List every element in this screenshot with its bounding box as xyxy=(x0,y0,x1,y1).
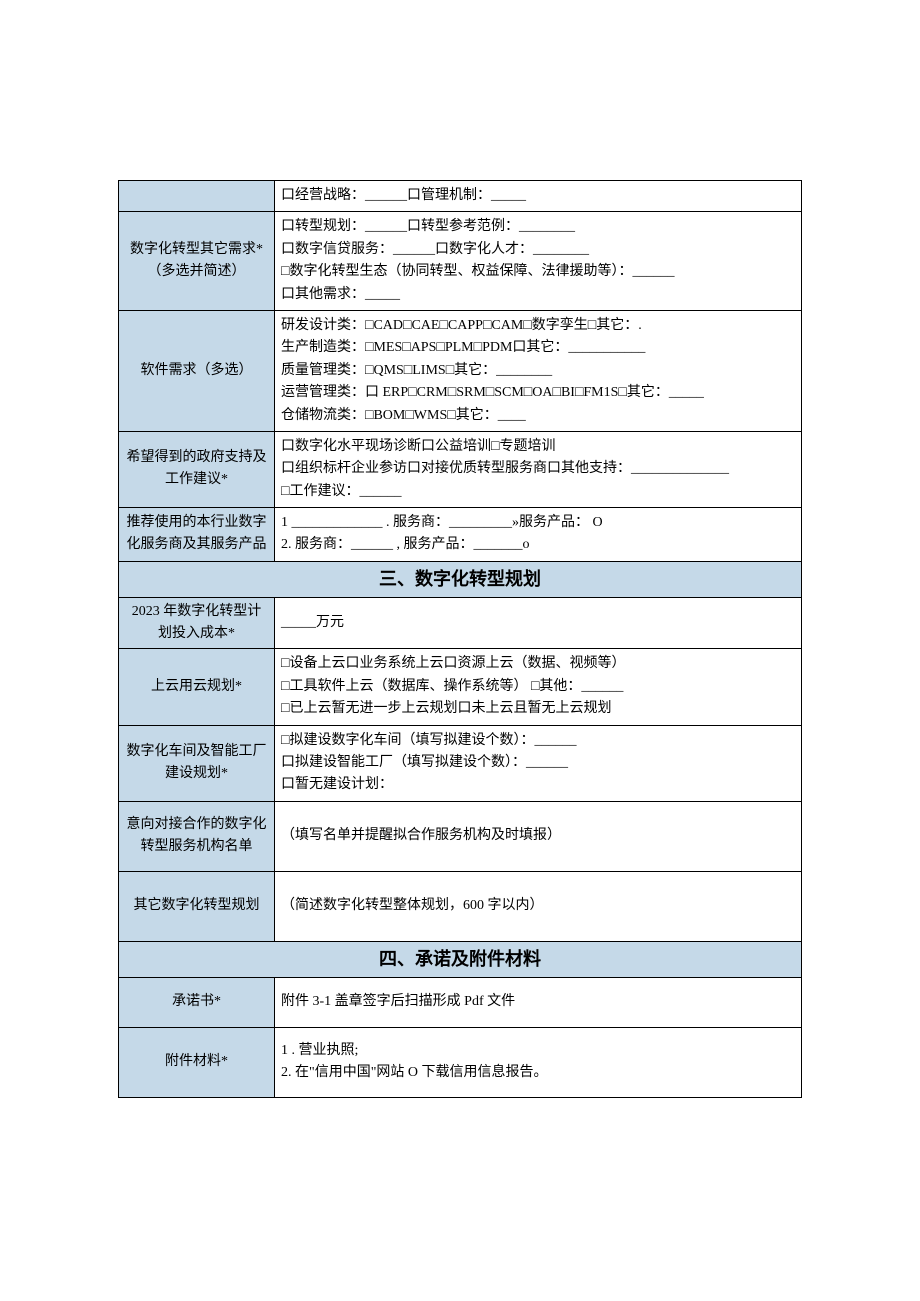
row-content-cloud-plan: □设备上云口业务系统上云口资源上云（数据、视频等） □工具软件上云（数据库、操作… xyxy=(275,649,802,725)
row-content-recommended-vendors: 1 _____________ . 服务商：_________»服务产品： O … xyxy=(275,508,802,562)
row-content-attachments: 1 . 营业执照; 2. 在"信用中国"网站 O 下载信用信息报告。 xyxy=(275,1027,802,1097)
row-label-other-plan: 其它数字化转型规划 xyxy=(119,871,275,941)
table-row: 推荐使用的本行业数字化服务商及其服务产品 1 _____________ . 服… xyxy=(119,508,802,562)
line: 口拟建设智能工厂（填写拟建设个数）：______ xyxy=(281,752,795,774)
table-row: 其它数字化转型规划 （简述数字化转型整体规划，600 字以内） xyxy=(119,871,802,941)
line: □工具软件上云（数据库、操作系统等） □其他：______ xyxy=(281,676,795,698)
row-content-gov-support: 口数字化水平现场诊断口公益培训□专题培训 口组织标杆企业参访口对接优质转型服务商… xyxy=(275,431,802,507)
line: 1 . 营业执照; xyxy=(281,1040,795,1062)
table-row: 上云用云规划* □设备上云口业务系统上云口资源上云（数据、视频等） □工具软件上… xyxy=(119,649,802,725)
row-label-attachments: 附件材料* xyxy=(119,1027,275,1097)
table-row: 附件材料* 1 . 营业执照; 2. 在"信用中国"网站 O 下载信用信息报告。 xyxy=(119,1027,802,1097)
line: 仓储物流类：□BOM□WMS□其它：____ xyxy=(281,405,795,427)
line: 口数字信贷服务：______口数字化人才：________ xyxy=(281,239,795,261)
row-label-gov-support: 希望得到的政府支持及工作建议* xyxy=(119,431,275,507)
section4-header: 四、承诺及附件材料 xyxy=(119,941,802,977)
table-row: 希望得到的政府支持及工作建议* 口数字化水平现场诊断口公益培训□专题培训 口组织… xyxy=(119,431,802,507)
row-label-2023-cost: 2023 年数字化转型计划投入成本* xyxy=(119,597,275,649)
line: 口组织标杆企业参访口对接优质转型服务商口其他支持：______________ xyxy=(281,458,795,480)
line: □拟建设数字化车间（填写拟建设个数）：______ xyxy=(281,730,795,752)
table-row: 意向对接合作的数字化转型服务机构名单 （填写名单并提醒拟合作服务机构及时填报） xyxy=(119,801,802,871)
line: □工作建议：______ xyxy=(281,481,795,503)
row-label-cloud-plan: 上云用云规划* xyxy=(119,649,275,725)
row-content-transform-needs: 口转型规划：______口转型参考范例：________ 口数字信贷服务：___… xyxy=(275,212,802,311)
row-label-transform-needs: 数字化转型其它需求*（多选并简述） xyxy=(119,212,275,311)
line: 生产制造类：□MES□APS□PLM□PDM口其它：___________ xyxy=(281,337,795,359)
line: 口数字化水平现场诊断口公益培训□专题培训 xyxy=(281,436,795,458)
line: 口暂无建设计划： xyxy=(281,774,795,796)
row-content-workshop-plan: □拟建设数字化车间（填写拟建设个数）：______ 口拟建设智能工厂（填写拟建设… xyxy=(275,725,802,801)
line: 2. 服务商：______ , 服务产品：_______o xyxy=(281,534,795,556)
row-content-strategy: 口经营战略：______口管理机制：_____ xyxy=(275,181,802,212)
line: 研发设计类：□CAD□CAE□CAPP□CAM□数字孪生□其它：. xyxy=(281,315,795,337)
line: □设备上云口业务系统上云口资源上云（数据、视频等） xyxy=(281,653,795,675)
line: 口转型规划：______口转型参考范例：________ xyxy=(281,216,795,238)
row-label-commitment: 承诺书* xyxy=(119,977,275,1027)
line: 口其他需求：_____ xyxy=(281,284,795,306)
line: 质量管理类：□QMS□LIMS□其它：________ xyxy=(281,360,795,382)
table-row: 2023 年数字化转型计划投入成本* _____万元 xyxy=(119,597,802,649)
table-row: 数字化转型其它需求*（多选并简述） 口转型规划：______口转型参考范例：__… xyxy=(119,212,802,311)
row-label-intended-partners: 意向对接合作的数字化转型服务机构名单 xyxy=(119,801,275,871)
form-table: 口经营战略：______口管理机制：_____ 数字化转型其它需求*（多选并简述… xyxy=(118,180,802,1098)
section-header-row: 三、数字化转型规划 xyxy=(119,561,802,597)
section3-header: 三、数字化转型规划 xyxy=(119,561,802,597)
line: 1 _____________ . 服务商：_________»服务产品： O xyxy=(281,512,795,534)
table-row: 软件需求（多选） 研发设计类：□CAD□CAE□CAPP□CAM□数字孪生□其它… xyxy=(119,310,802,431)
row-label-recommended-vendors: 推荐使用的本行业数字化服务商及其服务产品 xyxy=(119,508,275,562)
line: □数字化转型生态（协同转型、权益保障、法律援助等）：______ xyxy=(281,261,795,283)
row-label-workshop-plan: 数字化车间及智能工厂建设规划* xyxy=(119,725,275,801)
row-content-commitment: 附件 3-1 盖章签字后扫描形成 Pdf 文件 xyxy=(275,977,802,1027)
row-content-2023-cost: _____万元 xyxy=(275,597,802,649)
table-row: 数字化车间及智能工厂建设规划* □拟建设数字化车间（填写拟建设个数）：_____… xyxy=(119,725,802,801)
row-content-other-plan: （简述数字化转型整体规划，600 字以内） xyxy=(275,871,802,941)
section-header-row: 四、承诺及附件材料 xyxy=(119,941,802,977)
line: 2. 在"信用中国"网站 O 下载信用信息报告。 xyxy=(281,1062,795,1084)
row-label-software-needs: 软件需求（多选） xyxy=(119,310,275,431)
table-row: 口经营战略：______口管理机制：_____ xyxy=(119,181,802,212)
line: □已上云暂无进一步上云规划口未上云且暂无上云规划 xyxy=(281,698,795,720)
row-content-intended-partners: （填写名单并提醒拟合作服务机构及时填报） xyxy=(275,801,802,871)
line: 运营管理类：口 ERP□CRM□SRM□SCM□OA□BI□FM1S□其它：__… xyxy=(281,382,795,404)
row-label-empty xyxy=(119,181,275,212)
table-row: 承诺书* 附件 3-1 盖章签字后扫描形成 Pdf 文件 xyxy=(119,977,802,1027)
row-content-software-needs: 研发设计类：□CAD□CAE□CAPP□CAM□数字孪生□其它：. 生产制造类：… xyxy=(275,310,802,431)
